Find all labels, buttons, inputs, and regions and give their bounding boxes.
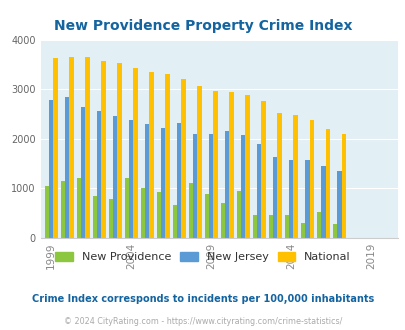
Bar <box>188 183 192 238</box>
Bar <box>320 166 325 238</box>
Bar <box>101 61 105 238</box>
Bar <box>268 215 273 238</box>
Bar <box>117 63 121 238</box>
Bar <box>149 72 153 238</box>
Bar <box>45 185 49 238</box>
Bar <box>252 215 256 238</box>
Bar <box>284 215 288 238</box>
Bar <box>97 111 101 238</box>
Bar <box>165 74 169 238</box>
Bar <box>197 86 201 238</box>
Bar <box>256 144 261 238</box>
Bar <box>181 79 185 238</box>
Text: Crime Index corresponds to incidents per 100,000 inhabitants: Crime Index corresponds to incidents per… <box>32 294 373 304</box>
Bar <box>53 58 58 238</box>
Bar <box>277 113 281 238</box>
Bar <box>325 129 329 238</box>
Legend: New Providence, New Jersey, National: New Providence, New Jersey, National <box>51 248 354 267</box>
Bar <box>156 191 161 238</box>
Bar <box>341 134 345 238</box>
Bar <box>124 178 129 238</box>
Bar <box>113 116 117 238</box>
Bar <box>161 128 165 238</box>
Bar <box>245 95 249 238</box>
Bar <box>220 203 224 238</box>
Bar <box>69 57 73 238</box>
Bar <box>300 223 305 238</box>
Bar <box>172 205 177 238</box>
Bar <box>204 193 209 238</box>
Bar <box>273 157 277 238</box>
Bar <box>305 160 309 238</box>
Bar <box>224 131 229 238</box>
Bar <box>177 123 181 238</box>
Bar <box>85 57 90 238</box>
Bar <box>192 134 197 238</box>
Bar <box>65 97 69 238</box>
Bar <box>81 107 85 238</box>
Bar <box>209 134 213 238</box>
Bar <box>129 120 133 238</box>
Bar <box>316 213 320 238</box>
Bar <box>60 181 65 238</box>
Bar <box>288 160 293 238</box>
Bar <box>261 101 265 238</box>
Bar <box>145 124 149 238</box>
Bar <box>49 100 53 238</box>
Text: New Providence Property Crime Index: New Providence Property Crime Index <box>53 19 352 33</box>
Bar <box>241 135 245 238</box>
Bar <box>213 91 217 238</box>
Bar <box>236 191 241 238</box>
Bar <box>309 120 313 238</box>
Bar <box>337 171 341 238</box>
Bar <box>109 199 113 238</box>
Bar <box>293 115 297 238</box>
Text: © 2024 CityRating.com - https://www.cityrating.com/crime-statistics/: © 2024 CityRating.com - https://www.city… <box>64 317 341 326</box>
Bar <box>229 92 233 238</box>
Bar <box>140 187 145 238</box>
Bar <box>332 224 337 238</box>
Bar <box>77 178 81 238</box>
Bar <box>92 196 97 238</box>
Bar <box>133 68 137 238</box>
